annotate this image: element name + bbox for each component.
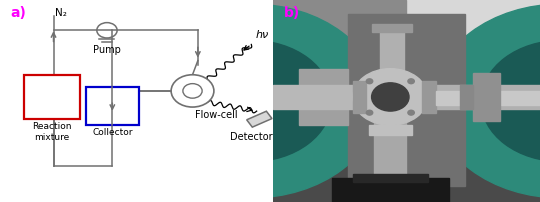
- Text: a): a): [11, 6, 26, 20]
- Bar: [24, 75, 80, 119]
- Circle shape: [372, 83, 409, 111]
- Circle shape: [408, 79, 414, 84]
- Circle shape: [481, 40, 540, 162]
- Bar: [473, 73, 500, 121]
- Circle shape: [171, 40, 332, 162]
- Circle shape: [123, 4, 380, 198]
- Bar: [369, 125, 411, 135]
- Circle shape: [433, 4, 540, 198]
- Circle shape: [366, 79, 373, 84]
- Circle shape: [353, 69, 428, 125]
- Bar: [380, 26, 404, 71]
- Text: b): b): [284, 6, 300, 20]
- Circle shape: [366, 110, 373, 115]
- Text: Detector: Detector: [230, 132, 273, 142]
- Text: N₂: N₂: [55, 8, 67, 18]
- Bar: [273, 85, 374, 109]
- Bar: [374, 109, 407, 182]
- Bar: [86, 87, 139, 125]
- Bar: [422, 81, 436, 113]
- Bar: [460, 85, 473, 109]
- Bar: [436, 91, 540, 105]
- Polygon shape: [247, 111, 272, 127]
- Ellipse shape: [183, 84, 202, 98]
- Bar: [273, 0, 407, 40]
- Bar: [353, 174, 428, 182]
- Circle shape: [408, 110, 414, 115]
- Bar: [353, 81, 366, 113]
- Bar: [422, 85, 540, 109]
- Text: Flow-cell: Flow-cell: [195, 110, 238, 120]
- Ellipse shape: [171, 75, 214, 107]
- Text: hν: hν: [255, 30, 268, 40]
- Bar: [332, 178, 449, 202]
- Bar: [372, 24, 411, 32]
- Bar: [407, 0, 540, 57]
- Bar: [299, 69, 348, 125]
- Text: Reaction
mixture: Reaction mixture: [32, 122, 72, 142]
- Bar: [348, 14, 465, 186]
- Text: Collector: Collector: [92, 128, 133, 137]
- Text: Pump: Pump: [93, 45, 121, 55]
